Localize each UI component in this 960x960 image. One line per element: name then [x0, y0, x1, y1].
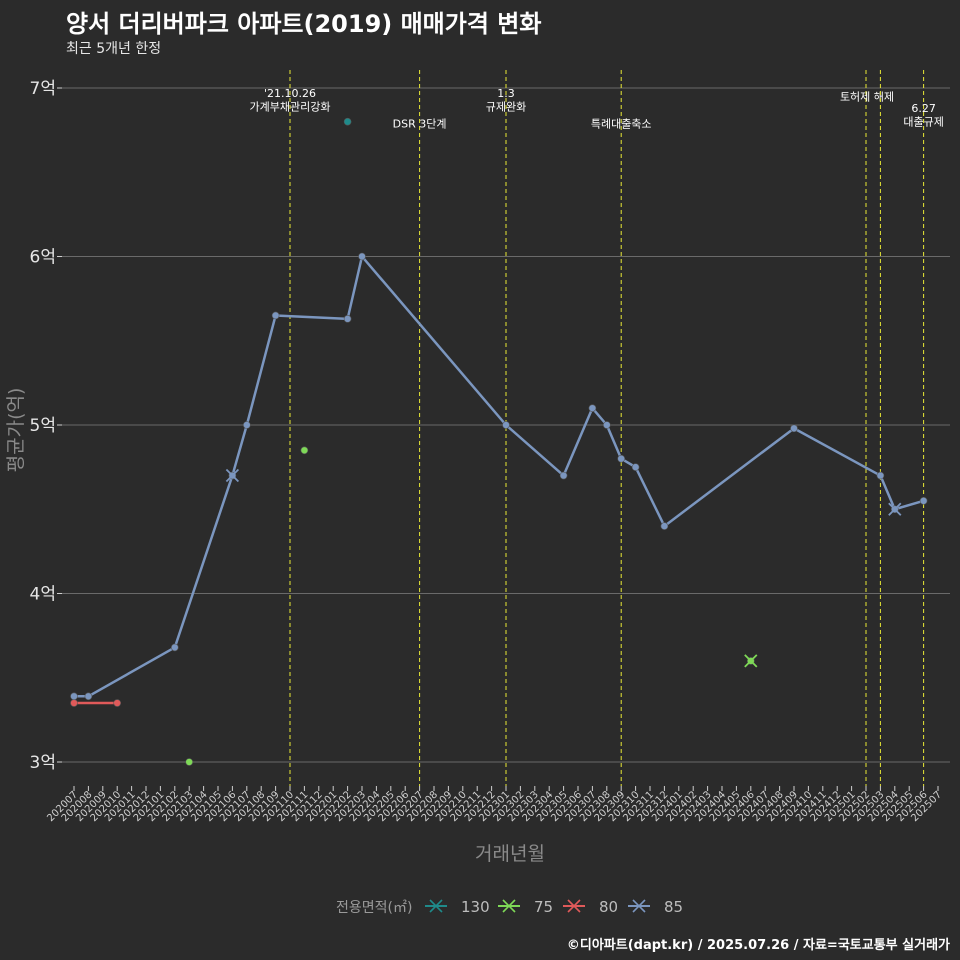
- y-tick-label: 4억: [30, 585, 56, 605]
- legend-label: 130: [461, 898, 490, 916]
- data-point-85: [243, 421, 251, 429]
- y-tick-label: 7억: [30, 79, 56, 99]
- policy-label: 특례대출축소: [591, 117, 652, 130]
- legend-item-130: 130: [425, 898, 490, 916]
- policy-label: 규제완화: [486, 101, 526, 114]
- cross-marker-75: [744, 654, 758, 668]
- data-point-85: [559, 471, 568, 480]
- y-axis-title: 평균가(억): [5, 388, 27, 473]
- y-tick-label: 5억: [30, 416, 56, 436]
- policy-label: 대출규제: [903, 116, 943, 129]
- data-point-85: [617, 454, 626, 463]
- data-point-85: [271, 311, 280, 320]
- data-point-75: [185, 758, 193, 766]
- legend-label: 80: [599, 898, 618, 916]
- chart-subtitle: 최근 5개년 한정: [66, 41, 162, 57]
- legend-label: 75: [534, 898, 553, 916]
- data-point-85: [876, 471, 885, 480]
- data-point-85: [631, 463, 640, 471]
- chart-caption: ©디아파트(dapt.kr) / 2025.07.26 / 자료=국토교통부 실…: [566, 938, 950, 953]
- cross-stroke: [888, 502, 902, 516]
- legend-item-75: 75: [498, 898, 553, 916]
- data-point-85: [602, 421, 611, 429]
- policy-label: 토허제 해제: [840, 89, 894, 103]
- legend-item-80: 80: [563, 898, 618, 916]
- data-point-85: [588, 404, 597, 412]
- data-point-80: [113, 699, 121, 707]
- cross-stroke: [225, 468, 240, 483]
- legend-label: 85: [664, 898, 683, 916]
- policy-label: '21.10.26: [264, 87, 316, 100]
- policy-label: 6.27: [911, 102, 936, 115]
- cross-marker-85: [888, 502, 902, 516]
- legend-item-85: 85: [628, 898, 683, 916]
- data-point-85: [84, 692, 93, 701]
- y-tick-label: 6억: [30, 248, 56, 268]
- chart-title: 양서 더리버파크 아파트(2019) 매매가격 변화: [66, 10, 542, 38]
- data-point-85: [660, 522, 669, 530]
- data-point-75: [300, 446, 309, 455]
- legend-key-cross: [567, 899, 581, 913]
- data-point-85: [790, 424, 798, 433]
- policy-label: DSR 3단계: [393, 117, 447, 130]
- data-point-130: [343, 117, 352, 126]
- legend: 전용면적(㎡) 130 75 80 85: [336, 898, 683, 916]
- policy-label: 가계부채관리강화: [250, 101, 331, 114]
- legend-key-cross: [502, 899, 516, 913]
- y-axis-ticks: 3억 4억 5억 6억 7억: [30, 79, 62, 773]
- x-axis-title: 거래년월: [475, 843, 545, 865]
- data-point-85: [502, 421, 510, 429]
- data-point-85: [171, 643, 179, 652]
- series-layer: [70, 117, 928, 766]
- series-line-85: [74, 255, 924, 698]
- data-point-85: [358, 252, 366, 261]
- data-point-85: [343, 315, 352, 323]
- legend-key-cross: [632, 899, 646, 913]
- data-point-85: [919, 497, 928, 505]
- cross-marker-85: [225, 468, 240, 483]
- data-point-80: [70, 699, 78, 707]
- x-axis-ticks: 2020072020082020092020102020112020122021…: [45, 786, 944, 824]
- policy-label: 1.3: [497, 87, 515, 100]
- y-tick-label: 3억: [30, 753, 56, 773]
- legend-title: 전용면적(㎡): [336, 900, 412, 916]
- legend-key-cross: [429, 899, 443, 913]
- cross-stroke: [744, 654, 758, 668]
- data-point-85: [70, 692, 78, 701]
